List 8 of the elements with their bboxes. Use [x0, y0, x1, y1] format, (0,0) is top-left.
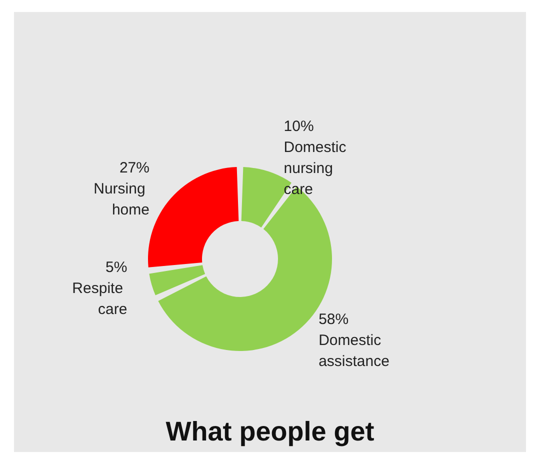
data-label: 58%	[318, 311, 349, 328]
data-label: 27%	[119, 159, 150, 176]
slice-label: Respite care	[72, 280, 128, 318]
data-label: 10%	[284, 118, 314, 136]
data-label: 5%	[106, 259, 128, 276]
slice-label: Domestic assistance	[318, 332, 390, 370]
slice-label: Nursing home	[94, 180, 150, 218]
text: What people get	[166, 416, 374, 446]
